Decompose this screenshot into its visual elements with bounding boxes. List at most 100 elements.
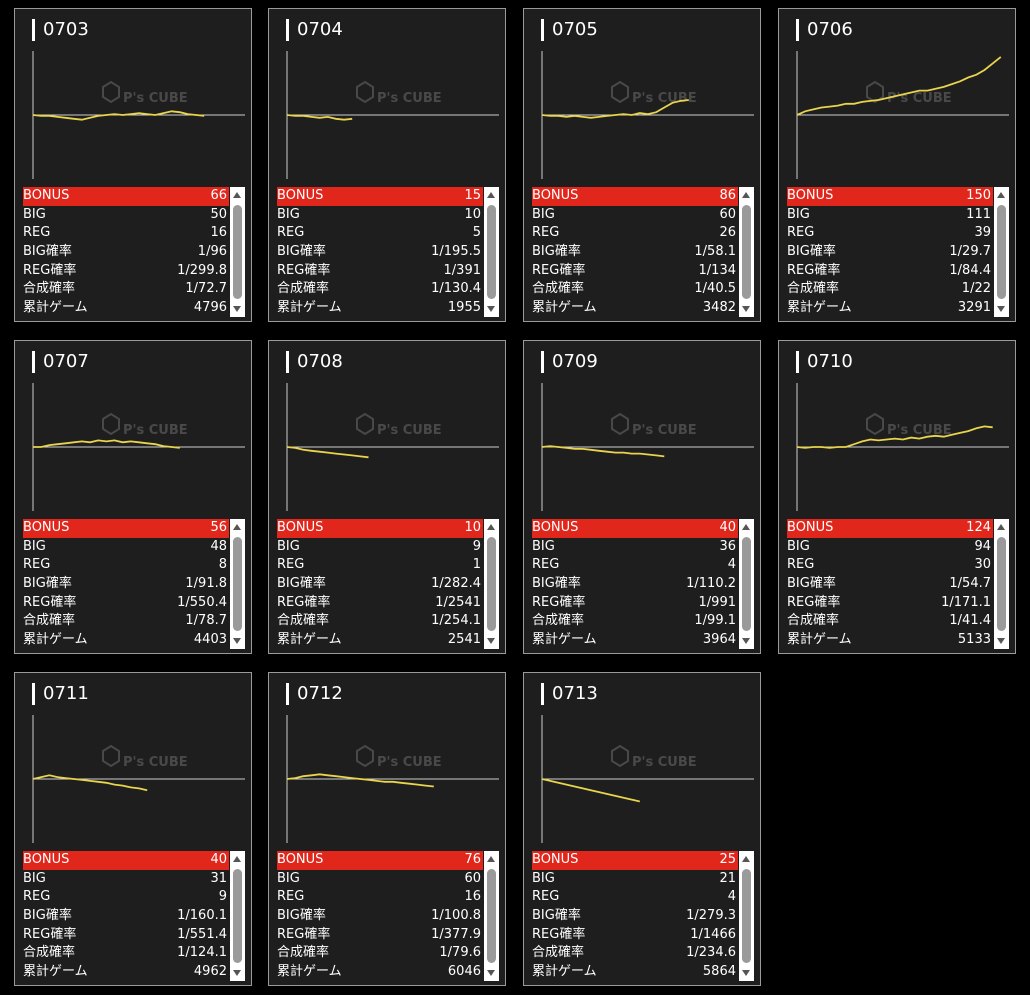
scroll-up-icon[interactable]	[233, 192, 241, 198]
svg-text:P's CUBE: P's CUBE	[632, 91, 697, 106]
stat-value: 26	[719, 225, 736, 241]
machine-card[interactable]: P's CUBE 0710 BONUS 124 BIG 94 REG 30 BIG確率 1/54.…	[778, 340, 1016, 654]
stat-row-reg-rate: REG確率 1/84.4	[787, 262, 993, 281]
scrollbar[interactable]	[739, 519, 754, 649]
stat-value: 16	[210, 225, 227, 241]
scroll-thumb[interactable]	[742, 205, 751, 299]
scroll-down-icon[interactable]	[487, 970, 495, 976]
scroll-thumb[interactable]	[742, 537, 751, 631]
scroll-down-icon[interactable]	[233, 970, 241, 976]
stat-label: REG	[532, 557, 560, 573]
stat-row-reg: REG 26	[532, 224, 738, 243]
scrollbar[interactable]	[994, 187, 1009, 317]
scroll-down-icon[interactable]	[487, 638, 495, 644]
scroll-down-icon[interactable]	[997, 638, 1005, 644]
machine-card[interactable]: P's CUBE 0709 BONUS 40 BIG 36 REG 4 BIG確率 1/110.2…	[523, 340, 761, 654]
scroll-thumb[interactable]	[742, 869, 751, 963]
scroll-thumb[interactable]	[233, 537, 242, 631]
stat-value: 1/72.7	[185, 281, 227, 297]
scrollbar[interactable]	[484, 187, 499, 317]
scroll-up-icon[interactable]	[487, 524, 495, 530]
stat-label: REG	[532, 225, 560, 241]
stat-value: 8	[218, 557, 227, 573]
stat-value: 1/29.7	[949, 244, 991, 260]
stat-value: 124	[966, 520, 991, 535]
scrollbar[interactable]	[230, 851, 245, 981]
stat-value: 15	[464, 188, 481, 203]
stat-row-big-rate: BIG確率 1/110.2	[532, 575, 738, 594]
stat-value: 3482	[702, 300, 736, 316]
scrollbar[interactable]	[739, 851, 754, 981]
stat-label: 合成確率	[23, 613, 76, 629]
stat-value: 1/551.4	[177, 926, 227, 942]
machine-number: 0707	[32, 351, 89, 373]
scroll-down-icon[interactable]	[742, 970, 750, 976]
scroll-up-icon[interactable]	[742, 524, 750, 530]
scrollbar[interactable]	[739, 187, 754, 317]
machine-card[interactable]: P's CUBE 0713 BONUS 25 BIG 21 REG 4 BIG確率 1/279.3…	[523, 672, 761, 986]
machine-card[interactable]: P's CUBE 0704 BONUS 15 BIG 10 REG 5 BIG確率 1/195.5…	[268, 8, 506, 322]
stat-label: REG確率	[23, 594, 77, 610]
scroll-down-icon[interactable]	[233, 306, 241, 312]
scroll-up-icon[interactable]	[233, 856, 241, 862]
stat-label: BIG確率	[532, 576, 581, 592]
machine-number: 0712	[286, 683, 343, 705]
scroll-up-icon[interactable]	[233, 524, 241, 530]
stat-value: 9	[472, 538, 481, 554]
scrollbar[interactable]	[230, 519, 245, 649]
stat-row-big-rate: BIG確率 1/29.7	[787, 243, 993, 262]
scroll-thumb[interactable]	[487, 537, 496, 631]
stat-value: 1/84.4	[949, 262, 991, 278]
scrollbar[interactable]	[484, 851, 499, 981]
scroll-down-icon[interactable]	[997, 306, 1005, 312]
scroll-thumb[interactable]	[487, 205, 496, 299]
stat-value: 25	[719, 852, 736, 867]
scroll-thumb[interactable]	[233, 869, 242, 963]
machine-card[interactable]: P's CUBE 0711 BONUS 40 BIG 31 REG 9 BIG確率 1/160.1…	[14, 672, 252, 986]
svg-text:P's CUBE: P's CUBE	[887, 91, 952, 106]
stat-value: 1/550.4	[177, 594, 227, 610]
scroll-up-icon[interactable]	[997, 192, 1005, 198]
stat-row-big: BIG 31	[23, 870, 229, 889]
stat-row-big-rate: BIG確率 1/279.3	[532, 907, 738, 926]
stat-value: 10	[464, 206, 481, 222]
stat-row-big: BIG 50	[23, 206, 229, 225]
stat-row-total-games: 累計ゲーム 6046	[277, 963, 483, 982]
machine-card[interactable]: P's CUBE 0705 BONUS 86 BIG 60 REG 26 BIG確率 1/58.1…	[523, 8, 761, 322]
scroll-down-icon[interactable]	[487, 306, 495, 312]
stat-label: 合成確率	[23, 945, 76, 961]
scroll-up-icon[interactable]	[742, 192, 750, 198]
stat-label: BONUS	[23, 520, 70, 535]
stat-label: REG確率	[277, 594, 331, 610]
machine-card[interactable]: P's CUBE 0712 BONUS 76 BIG 60 REG 16 BIG確率 1/100.…	[268, 672, 506, 986]
machine-number: 0703	[32, 19, 89, 41]
scroll-down-icon[interactable]	[742, 306, 750, 312]
scrollbar[interactable]	[484, 519, 499, 649]
stat-label: REG確率	[23, 926, 77, 942]
stat-row-bonus: BONUS 150	[787, 187, 993, 206]
stat-row-bonus: BONUS 66	[23, 187, 229, 206]
scroll-down-icon[interactable]	[742, 638, 750, 644]
machine-card[interactable]: P's CUBE 0707 BONUS 56 BIG 48 REG 8 BIG確率 1/91.8 R…	[14, 340, 252, 654]
scroll-up-icon[interactable]	[742, 856, 750, 862]
stat-row-reg: REG 39	[787, 224, 993, 243]
scroll-up-icon[interactable]	[487, 192, 495, 198]
watermark-logo: P's CUBE	[102, 80, 188, 106]
scroll-thumb[interactable]	[997, 537, 1006, 631]
stat-value: 1/22	[961, 281, 991, 297]
machine-card[interactable]: P's CUBE 0703 BONUS 66 BIG 50 REG 16 BIG確率 1/96 RE…	[14, 8, 252, 322]
machine-number: 0708	[286, 351, 343, 373]
scroll-down-icon[interactable]	[233, 638, 241, 644]
scroll-up-icon[interactable]	[997, 524, 1005, 530]
scrollbar[interactable]	[230, 187, 245, 317]
stat-row-big-rate: BIG確率 1/282.4	[277, 575, 483, 594]
machine-card[interactable]: P's CUBE 0706 BONUS 150 BIG 111 REG 39 BIG確率 1/29…	[778, 8, 1016, 322]
scrollbar[interactable]	[994, 519, 1009, 649]
scroll-up-icon[interactable]	[487, 856, 495, 862]
scroll-thumb[interactable]	[233, 205, 242, 299]
stat-row-combined-rate: 合成確率 1/234.6	[532, 944, 738, 963]
scroll-thumb[interactable]	[487, 869, 496, 963]
machine-card[interactable]: P's CUBE 0708 BONUS 10 BIG 9 REG 1 BIG確率 1/282.4 R…	[268, 340, 506, 654]
stat-label: REG	[23, 557, 51, 573]
scroll-thumb[interactable]	[997, 205, 1006, 299]
